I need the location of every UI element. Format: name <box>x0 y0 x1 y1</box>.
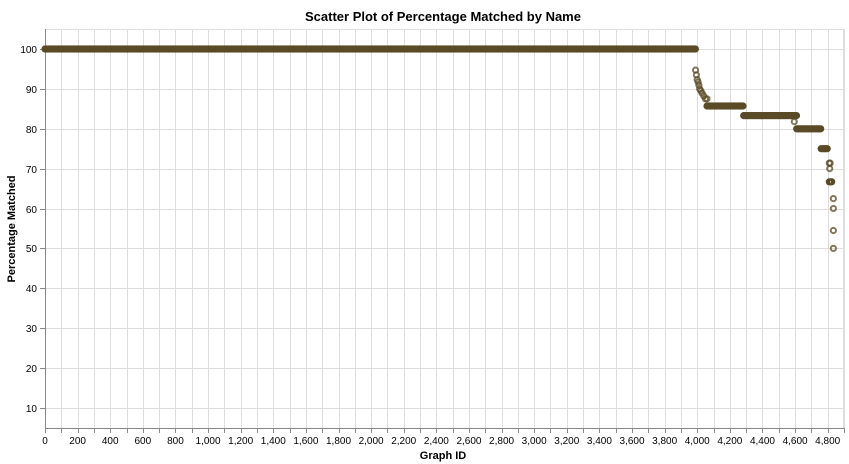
x-tick-label: 0 <box>42 436 48 447</box>
data-point <box>829 195 838 203</box>
y-tick-label: 40 <box>26 284 38 295</box>
data-point <box>792 112 801 120</box>
x-tick-label: 3,600 <box>620 436 645 447</box>
y-tick-label: 60 <box>26 205 38 216</box>
x-tick-label: 2,000 <box>359 436 384 447</box>
data-point <box>829 204 838 213</box>
y-tick-label: 70 <box>26 165 38 176</box>
data-point <box>823 145 831 153</box>
point-series-run <box>703 102 747 110</box>
point-series-run <box>793 125 825 133</box>
x-tick-label: 2,200 <box>391 436 416 447</box>
data-point <box>829 244 838 252</box>
x-tick-label: 1,800 <box>326 436 351 447</box>
data-point <box>828 178 836 186</box>
data-point <box>739 102 747 110</box>
x-tick-label: 3,000 <box>522 436 547 447</box>
x-tick-label: 800 <box>167 436 184 447</box>
y-axis-title: Percentage Matched <box>6 176 18 283</box>
data-point <box>826 165 834 173</box>
x-tick-label: 2,400 <box>424 436 449 447</box>
data-point <box>694 78 702 86</box>
data-point <box>691 45 700 53</box>
x-tick-label: 400 <box>102 436 119 447</box>
point-series-run <box>740 112 801 120</box>
grid <box>45 29 845 428</box>
y-tick-label: 20 <box>26 364 38 375</box>
x-tick-label: 4,400 <box>750 436 775 447</box>
y-tick-label: 90 <box>26 85 38 96</box>
y-tick-label: 50 <box>26 244 38 255</box>
x-tick-label: 600 <box>134 436 151 447</box>
x-tick-label: 3,200 <box>554 436 579 447</box>
y-tick-label: 30 <box>26 324 38 335</box>
chart-title: Scatter Plot of Percentage Matched by Na… <box>305 9 581 24</box>
x-tick-label: 1,600 <box>293 436 318 447</box>
point-series-run <box>817 145 831 153</box>
data-points <box>41 45 838 252</box>
axes: 0 200 400 600 800 1,000 1,200 1,400 1,600 1,800 2,… <box>20 29 845 447</box>
x-axis-title: Graph ID <box>420 450 467 462</box>
x-tick-label: 4,200 <box>717 436 742 447</box>
x-tick-label: 200 <box>69 436 86 447</box>
y-tick-label: 10 <box>26 404 38 415</box>
x-tick-label: 2,600 <box>456 436 481 447</box>
data-point <box>790 118 798 126</box>
data-point <box>703 95 711 103</box>
x-tick-label: 3,800 <box>652 436 677 447</box>
x-tick-label: 4,600 <box>783 436 808 447</box>
data-point <box>829 226 838 235</box>
x-tick-label: 2,800 <box>489 436 514 447</box>
x-tick-label: 1,200 <box>228 436 253 447</box>
x-tick-label: 1,000 <box>196 436 221 447</box>
y-tick-label: 100 <box>20 45 37 56</box>
data-point <box>826 159 834 167</box>
y-tick-label: 80 <box>26 125 38 136</box>
x-tick-label: 4,800 <box>815 436 840 447</box>
point-series-run <box>41 45 700 53</box>
point-series-run <box>825 178 836 186</box>
x-tick-label: 4,000 <box>685 436 710 447</box>
x-tick-label: 3,400 <box>587 436 612 447</box>
x-tick-label: 1,400 <box>261 436 286 447</box>
data-point <box>817 125 825 133</box>
